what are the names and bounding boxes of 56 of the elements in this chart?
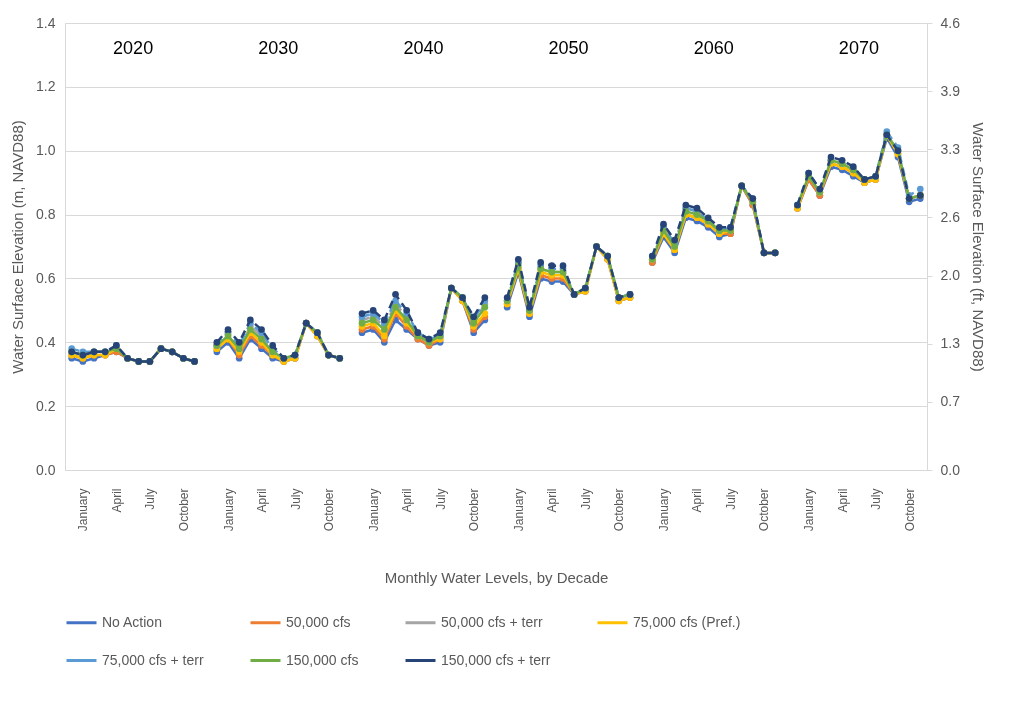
x-tick-label: January (221, 488, 236, 532)
x-tick-label: July (723, 488, 738, 510)
x-tick-label: January (511, 488, 526, 532)
x-tick-label: January (656, 488, 671, 532)
x-tick-label: January (802, 488, 817, 532)
y-axis-title: Water Surface Elevation (m, NAVD88) (9, 120, 27, 374)
x-tick-label: October (757, 488, 772, 532)
y-tick-label: 0.8 (36, 206, 56, 223)
legend-label: 50,000 cfs (286, 613, 351, 630)
y2-tick-label: 2.6 (940, 208, 961, 225)
x-tick-label: April (835, 488, 850, 513)
x-tick-label: April (255, 488, 270, 513)
legend-label: 75,000 cfs (Pref.) (633, 613, 741, 630)
annotation: 2020 (113, 38, 154, 58)
y2-tick-label: 0.0 (940, 461, 961, 478)
x-tick-label: July (288, 488, 303, 510)
x-tick-label: October (322, 488, 337, 532)
x-tick-label: July (869, 488, 884, 510)
annotation: 2030 (258, 38, 299, 58)
y-tick-label: 0.0 (36, 461, 56, 478)
y2-tick-label: 0.7 (940, 393, 961, 410)
annotation: 2070 (838, 38, 879, 58)
y2-tick-label: 4.6 (940, 14, 961, 31)
x-tick-label: October (467, 488, 482, 532)
y-tick-label: 0.4 (36, 333, 56, 350)
legend-label: 75,000 cfs + terr (102, 651, 204, 668)
y2-tick-label: 3.3 (940, 140, 961, 157)
y-tick-label: 1.4 (36, 14, 56, 31)
x-tick-label: April (545, 488, 560, 513)
x-tick-label: January (366, 488, 381, 532)
x-tick-label: April (109, 488, 124, 513)
legend-label: 150,000 cfs + terr (441, 651, 551, 668)
y-tick-label: 1.2 (36, 78, 56, 95)
x-axis-title: Monthly Water Levels, by Decade (384, 569, 609, 587)
y2-tick-label: 3.9 (940, 82, 961, 99)
legend-label: 50,000 cfs + terr (441, 613, 543, 630)
x-tick-label: October (612, 488, 627, 532)
legend-label: 150,000 cfs (286, 651, 359, 668)
y2-axis-title: Water Surface Elevation (ft, NAVD88) (969, 122, 987, 372)
x-tick-label: January (76, 488, 91, 532)
y-tick-label: 0.2 (36, 397, 56, 414)
y2-tick-label: 2.0 (940, 267, 961, 284)
y-tick-label: 0.6 (36, 269, 56, 286)
annotation: 2050 (548, 38, 589, 58)
y-tick-label: 1.0 (36, 142, 56, 159)
x-tick-label: October (902, 488, 917, 532)
x-tick-label: April (690, 488, 705, 513)
annotation: 2040 (403, 38, 444, 58)
x-tick-label: July (578, 488, 593, 510)
x-tick-label: October (176, 488, 191, 532)
legend-label: No Action (102, 613, 162, 630)
x-tick-label: July (433, 488, 448, 510)
annotation: 2060 (693, 38, 734, 58)
y2-tick-label: 1.3 (940, 335, 961, 352)
x-tick-label: July (143, 488, 158, 510)
x-tick-label: April (400, 488, 415, 513)
